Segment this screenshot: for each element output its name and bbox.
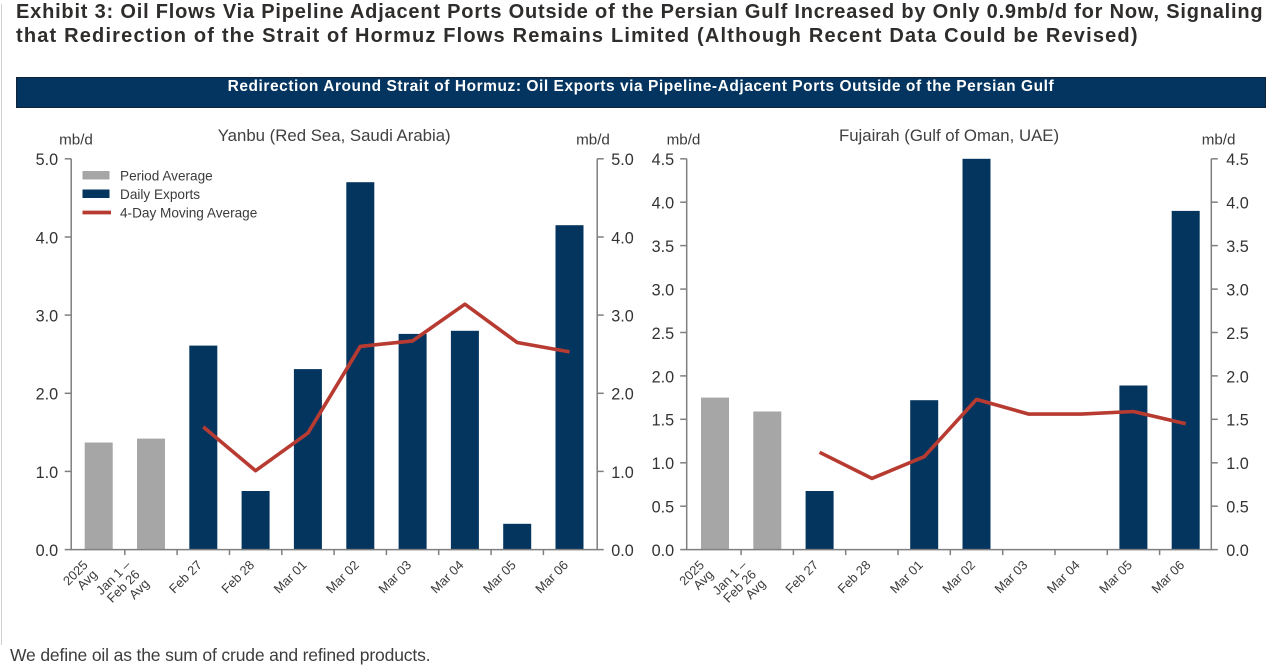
svg-text:Mar 02: Mar 02 (323, 557, 362, 596)
svg-text:Jan 1 –Feb 26Avg: Jan 1 –Feb 26Avg (709, 557, 769, 617)
svg-text:Mar 04: Mar 04 (1044, 557, 1083, 596)
svg-text:2.0: 2.0 (36, 386, 59, 404)
svg-text:5.0: 5.0 (36, 151, 59, 169)
svg-text:1.0: 1.0 (1226, 455, 1249, 473)
svg-text:3.5: 3.5 (1226, 238, 1249, 256)
svg-text:4.5: 4.5 (652, 151, 675, 169)
svg-text:0.0: 0.0 (36, 542, 59, 560)
svg-text:2.5: 2.5 (1226, 325, 1249, 343)
svg-text:Feb 28: Feb 28 (835, 557, 874, 596)
svg-text:Mar 05: Mar 05 (1096, 557, 1135, 596)
svg-text:4.0: 4.0 (652, 195, 675, 213)
svg-text:mb/d: mb/d (59, 132, 93, 149)
svg-text:2.0: 2.0 (1226, 368, 1249, 386)
svg-text:Mar 01: Mar 01 (887, 557, 926, 596)
svg-text:Mar 06: Mar 06 (1148, 557, 1187, 596)
svg-text:2025Avg: 2025Avg (60, 557, 100, 597)
svg-text:Mar 01: Mar 01 (271, 557, 310, 596)
svg-text:mb/d: mb/d (667, 132, 701, 149)
svg-text:Feb 27: Feb 27 (166, 557, 205, 596)
svg-text:1.0: 1.0 (36, 464, 59, 482)
svg-text:Mar 06: Mar 06 (532, 557, 571, 596)
svg-text:Feb 28: Feb 28 (218, 557, 257, 596)
svg-text:4.0: 4.0 (611, 229, 634, 247)
svg-text:0.0: 0.0 (1226, 542, 1249, 560)
svg-text:1.5: 1.5 (1226, 412, 1249, 430)
svg-text:0.5: 0.5 (1226, 499, 1249, 517)
svg-text:3.0: 3.0 (652, 282, 675, 300)
svg-text:mb/d: mb/d (576, 132, 610, 149)
svg-text:5.0: 5.0 (611, 151, 634, 169)
svg-text:Mar 02: Mar 02 (939, 557, 978, 596)
svg-text:3.0: 3.0 (611, 308, 634, 326)
svg-text:Period Average: Period Average (120, 169, 213, 184)
svg-text:4.5: 4.5 (1226, 151, 1249, 169)
svg-text:4.0: 4.0 (1226, 195, 1249, 213)
svg-text:0.0: 0.0 (611, 542, 634, 560)
svg-text:Jan 1 –Feb 26Avg: Jan 1 –Feb 26Avg (93, 557, 153, 617)
svg-text:2.0: 2.0 (611, 386, 634, 404)
svg-text:Yanbu (Red Sea, Saudi Arabia): Yanbu (Red Sea, Saudi Arabia) (218, 126, 451, 145)
svg-text:1.0: 1.0 (611, 464, 634, 482)
svg-text:2.0: 2.0 (652, 368, 675, 386)
svg-text:2025Avg: 2025Avg (676, 557, 716, 597)
svg-text:0.5: 0.5 (652, 499, 675, 517)
svg-text:3.5: 3.5 (652, 238, 675, 256)
svg-text:Mar 05: Mar 05 (480, 557, 519, 596)
svg-text:Daily Exports: Daily Exports (120, 187, 200, 202)
svg-text:3.0: 3.0 (36, 308, 59, 326)
svg-text:2.5: 2.5 (652, 325, 675, 343)
svg-text:4-Day Moving Average: 4-Day Moving Average (120, 206, 257, 221)
svg-text:3.0: 3.0 (1226, 282, 1249, 300)
svg-text:0.0: 0.0 (652, 542, 675, 560)
svg-text:1.0: 1.0 (652, 455, 675, 473)
svg-text:Mar 03: Mar 03 (375, 557, 414, 596)
svg-text:4.0: 4.0 (36, 229, 59, 247)
svg-text:Mar 04: Mar 04 (428, 557, 467, 596)
svg-text:Fujairah (Gulf of Oman, UAE): Fujairah (Gulf of Oman, UAE) (839, 126, 1059, 145)
svg-text:Mar 03: Mar 03 (991, 557, 1030, 596)
svg-text:1.5: 1.5 (652, 412, 675, 430)
svg-text:Feb 27: Feb 27 (782, 557, 821, 596)
svg-text:mb/d: mb/d (1202, 132, 1236, 149)
